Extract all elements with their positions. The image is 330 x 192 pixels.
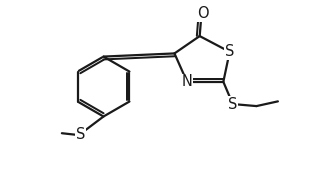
Text: S: S [228,97,238,112]
Text: S: S [76,127,85,142]
Text: N: N [182,74,192,89]
Text: S: S [225,44,234,59]
Text: O: O [197,6,209,21]
